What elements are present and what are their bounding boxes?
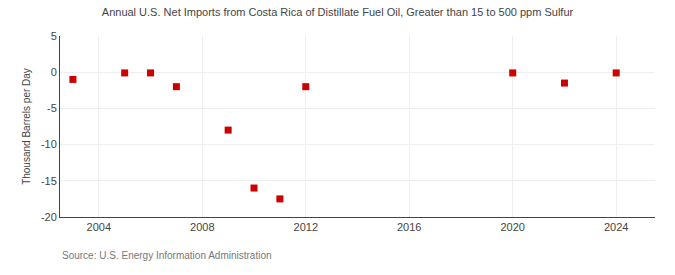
svg-text:2020: 2020 [500, 221, 524, 233]
svg-text:-10: -10 [41, 138, 57, 150]
svg-text:5: 5 [51, 30, 57, 42]
svg-text:2016: 2016 [397, 221, 421, 233]
svg-text:Source: U.S. Energy Informatio: Source: U.S. Energy Information Administ… [62, 250, 272, 261]
svg-text:Annual U.S. Net Imports from C: Annual U.S. Net Imports from Costa Rica … [102, 6, 574, 18]
svg-text:2024: 2024 [604, 221, 628, 233]
svg-text:-20: -20 [41, 211, 57, 223]
svg-text:-5: -5 [47, 102, 57, 114]
svg-text:Thousand Barrels per Day: Thousand Barrels per Day [21, 68, 32, 185]
svg-text:0: 0 [51, 66, 57, 78]
svg-text:-15: -15 [41, 175, 57, 187]
svg-text:2012: 2012 [294, 221, 318, 233]
svg-text:2008: 2008 [190, 221, 214, 233]
svg-text:2004: 2004 [87, 221, 111, 233]
